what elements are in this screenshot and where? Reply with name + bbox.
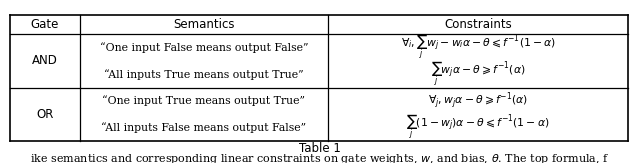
- Text: “All inputs False means output False”: “All inputs False means output False”: [101, 122, 307, 133]
- Text: ike semantics and corresponding linear constraints on gate weights, $w$, and bia: ike semantics and corresponding linear c…: [30, 152, 610, 163]
- Text: OR: OR: [36, 108, 54, 121]
- Text: $\forall_j, w_j\alpha - \theta \geqslant f^{-1}(\alpha)$: $\forall_j, w_j\alpha - \theta \geqslant…: [428, 90, 528, 111]
- Text: AND: AND: [32, 54, 58, 67]
- Text: $\sum_j w_j\alpha - \theta \geqslant f^{-1}(\alpha)$: $\sum_j w_j\alpha - \theta \geqslant f^{…: [431, 59, 525, 89]
- Text: “One input True means output True”: “One input True means output True”: [102, 96, 305, 106]
- Text: $\forall_i, \sum_j w_j - w_i\alpha - \theta \leqslant f^{-1}(1 - \alpha)$: $\forall_i, \sum_j w_j - w_i\alpha - \th…: [401, 33, 556, 62]
- Text: “All inputs True means output True”: “All inputs True means output True”: [104, 69, 304, 80]
- Text: Constraints: Constraints: [444, 18, 512, 31]
- Text: Gate: Gate: [31, 18, 59, 31]
- Text: Table 1: Table 1: [299, 142, 341, 156]
- Text: “One input False means output False”: “One input False means output False”: [100, 42, 308, 53]
- Text: Semantics: Semantics: [173, 18, 235, 31]
- Text: $\sum_j (1 - w_j)\alpha - \theta \leqslant f^{-1}(1 - \alpha)$: $\sum_j (1 - w_j)\alpha - \theta \leqsla…: [406, 113, 550, 142]
